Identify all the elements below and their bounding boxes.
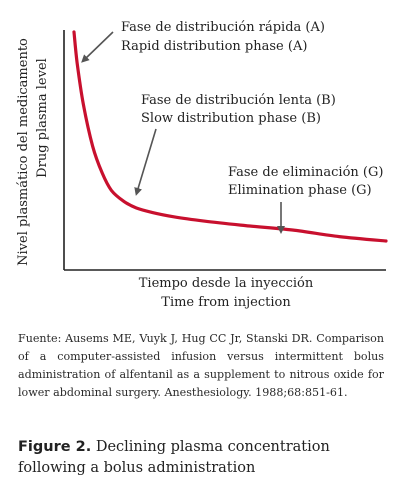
x-axis-label-es: Tiempo desde la inyección <box>139 276 314 291</box>
annotation-elim-es: Fase de eliminación (G) <box>228 165 383 180</box>
annotation-elim-en: Elimination phase (G) <box>228 183 372 198</box>
x-axis-label: Tiempo desde la inyección Time from inje… <box>139 276 314 310</box>
annotation-rapid-distribution: Fase de distribución rápida (A) Rapid di… <box>81 20 325 63</box>
source-citation: Fuente: Ausems ME, Vuyk J, Hug CC Jr, St… <box>18 332 384 399</box>
y-axis-label-es: Nivel plasmático del medicamento <box>16 38 31 266</box>
annotation-rapid-en: Rapid distribution phase (A) <box>121 39 307 54</box>
annotation-slow-es: Fase de distribución lenta (B) <box>141 93 336 108</box>
x-axis-label-en: Time from injection <box>161 295 291 310</box>
y-axis-label: Nivel plasmático del medicamento Drug pl… <box>16 38 50 266</box>
figure-label: Figure 2. <box>18 439 92 455</box>
annotation-slow-en: Slow distribution phase (B) <box>141 111 321 126</box>
annotation-elimination: Fase de eliminación (G) Elimination phas… <box>228 165 383 234</box>
annotation-rapid-arrow <box>81 31 114 63</box>
annotation-slow-distribution: Fase de distribución lenta (B) Slow dist… <box>134 93 336 196</box>
annotation-slow-arrow <box>134 128 157 196</box>
plasma-level-curve <box>72 30 388 243</box>
figure-caption: Figure 2. Declining plasma concentration… <box>18 437 384 479</box>
plasma-level-chart: Nivel plasmático del medicamento Drug pl… <box>16 20 388 310</box>
y-axis-label-en: Drug plasma level <box>35 58 50 178</box>
annotation-rapid-es: Fase de distribución rápida (A) <box>121 20 325 35</box>
figure-caption-text: Declining plasma concentration following… <box>18 439 330 476</box>
